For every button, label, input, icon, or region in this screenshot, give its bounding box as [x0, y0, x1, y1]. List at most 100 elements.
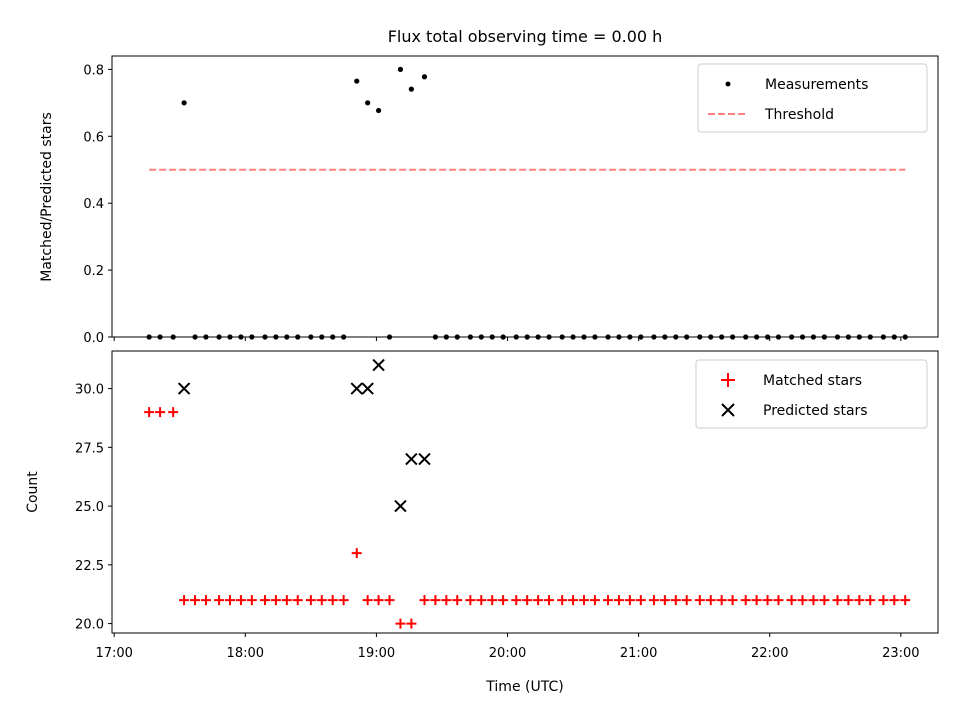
predicted-stars-point [350, 382, 363, 395]
bottom-legend-box [695, 359, 928, 429]
matched-stars-point [716, 595, 727, 606]
matched-stars-point [773, 595, 784, 606]
predicted-stars-point [405, 452, 418, 466]
matched-stars-point [533, 595, 544, 606]
matched-stars-point [327, 595, 338, 606]
matched-stars-point [441, 595, 452, 606]
x-tick-label: 20:00 [489, 646, 526, 661]
legend-label-matched-stars: Matched stars [763, 373, 862, 389]
matched-stars-point [786, 595, 797, 606]
y-tick-label: 0.0 [83, 331, 104, 346]
x-tick-label: 19:00 [358, 646, 395, 661]
predicted-stars-point [418, 452, 431, 466]
bottom-legend: Matched stars Predicted stars [695, 359, 928, 429]
y-tick-label: 27.5 [75, 441, 104, 456]
top-y-axis-label: Matched/Predicted stars [39, 112, 55, 282]
top-axes-frame [111, 55, 939, 338]
matched-stars-point [362, 595, 373, 606]
matched-stars-point [635, 595, 646, 606]
bottom-y-ticks: 20.0 22.5 25.0 27.5 30.0 [75, 383, 112, 633]
matched-stars-point [589, 595, 600, 606]
matched-stars-point [246, 595, 257, 606]
matched-stars-point [292, 595, 303, 606]
matched-stars-point [305, 595, 316, 606]
measurements-point [181, 100, 187, 106]
matched-stars-point [384, 595, 395, 606]
matched-stars-point [854, 595, 865, 606]
predicted-stars-point [361, 382, 374, 395]
measurements-point [421, 74, 428, 80]
matched-stars-point [659, 595, 670, 606]
y-tick-label: 0.8 [83, 63, 104, 78]
y-tick-label: 25.0 [75, 500, 104, 515]
measurements-point [408, 86, 414, 92]
matched-stars-point [648, 595, 659, 606]
matched-stars-point [727, 595, 738, 606]
matched-stars-point [511, 595, 522, 606]
matched-stars-point [740, 595, 751, 606]
matched-stars-point [373, 595, 384, 606]
y-tick-label: 0.4 [83, 197, 104, 212]
y-tick-label: 20.0 [75, 618, 104, 633]
matched-stars-point [889, 595, 900, 606]
predicted-stars-point [394, 499, 407, 513]
x-tick-label: 17:00 [95, 646, 132, 661]
predicted-stars-point [177, 382, 191, 395]
matched-stars-point [406, 618, 417, 629]
matched-stars-point [144, 407, 155, 418]
matched-stars-point [452, 595, 463, 606]
predicted-stars-point [372, 358, 385, 372]
matched-stars-point [751, 595, 762, 606]
matched-stars-point [419, 595, 430, 606]
x-axis-label: Time (UTC) [485, 679, 563, 695]
matched-stars-point [179, 595, 190, 606]
matched-stars-point [819, 595, 830, 606]
matched-stars-point [843, 595, 854, 606]
matched-stars-point [681, 595, 692, 606]
x-tick-label: 21:00 [620, 646, 657, 661]
legend-label-predicted-stars: Predicted stars [763, 403, 868, 419]
matched-stars-point [762, 595, 773, 606]
measurements-point [397, 66, 404, 72]
matched-stars-point [878, 595, 889, 606]
top-panel: Flux total observing time = 0.00 h 0.00.… [39, 27, 939, 346]
matched-stars-point [155, 407, 166, 418]
bottom-x-ticks: 17:00 18:00 19:00 20:00 21:00 22:00 23:00 [95, 633, 920, 661]
matched-stars-point [235, 595, 246, 606]
matched-stars-point [168, 407, 179, 418]
legend-label-measurements: Measurements [765, 77, 868, 93]
matched-stars-point [395, 618, 406, 629]
matched-stars-point [808, 595, 819, 606]
matched-stars-point [544, 595, 555, 606]
y-tick-label: 22.5 [75, 559, 104, 574]
matched-stars-point [270, 595, 281, 606]
x-tick-label: 23:00 [882, 646, 919, 661]
matched-stars-point [498, 595, 509, 606]
matched-stars-point [797, 595, 808, 606]
matched-stars-point [430, 595, 441, 606]
bottom-panel: 20.0 22.5 25.0 27.5 30.0 17:00 18:00 19:00 20:0… [25, 350, 939, 695]
measurements-point [375, 107, 382, 114]
matched-stars-point [316, 595, 327, 606]
matched-stars-point [832, 595, 843, 606]
legend-marker-measurements [725, 81, 731, 87]
matched-stars-point [670, 595, 681, 606]
legend-label-threshold: Threshold [764, 107, 834, 123]
matched-stars-point [694, 595, 705, 606]
matched-stars-point [624, 595, 635, 606]
matched-stars-point [603, 595, 614, 606]
bottom-y-axis-label: Count [25, 471, 41, 513]
matched-stars-point [338, 595, 349, 606]
matched-stars-point [281, 595, 292, 606]
bottom-plot-area [144, 358, 911, 629]
matched-stars-point [259, 595, 270, 606]
legend-marker-predicted-stars [721, 403, 735, 417]
matched-stars-point [214, 595, 225, 606]
matched-stars-point [487, 595, 498, 606]
matched-stars-point [568, 595, 579, 606]
matched-stars-point [579, 595, 589, 606]
matched-stars-point [465, 595, 476, 606]
top-y-ticks: 0.0 0.2 0.4 0.6 0.8 [83, 63, 112, 346]
matched-stars-point [865, 595, 876, 606]
